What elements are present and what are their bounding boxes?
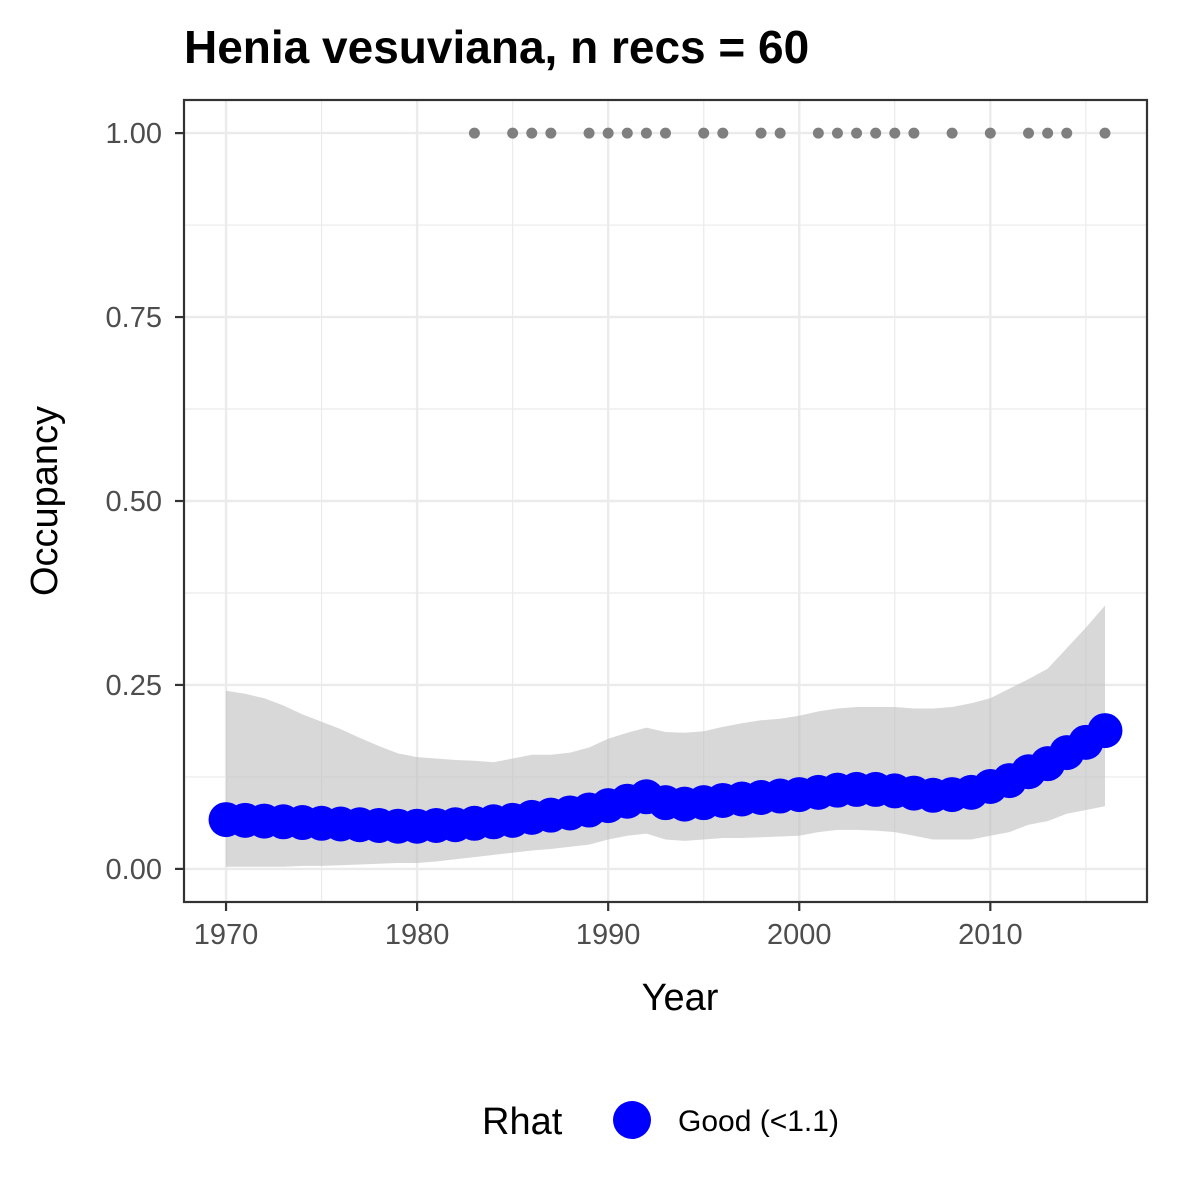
chart-title: Henia vesuviana, n recs = 60 — [184, 21, 809, 73]
record-point — [870, 127, 882, 139]
record-point — [755, 127, 767, 139]
legend-title: Rhat — [482, 1101, 563, 1143]
plot-panel — [182, 98, 1149, 904]
record-point — [851, 127, 863, 139]
x-tick-label: 1980 — [385, 919, 450, 951]
x-tick-label: 2000 — [767, 919, 832, 951]
y-tick-label: 0.75 — [106, 302, 162, 334]
record-point — [1099, 127, 1111, 139]
record-point — [812, 127, 824, 139]
record-point — [545, 127, 557, 139]
record-point — [507, 127, 519, 139]
record-point — [660, 127, 671, 139]
y-axis: 0.00 0.25 0.50 0.75 1.00 — [106, 118, 184, 886]
y-tick-label: 0.25 — [106, 670, 162, 702]
occupancy-points — [208, 713, 1123, 844]
record-point — [717, 127, 729, 139]
record-point — [946, 127, 958, 139]
legend-key-good — [613, 1101, 651, 1139]
y-tick-label: 1.00 — [106, 118, 162, 150]
record-point — [526, 127, 538, 139]
record-point — [984, 127, 996, 139]
record-point — [889, 127, 901, 139]
x-tick-label: 1970 — [194, 919, 259, 951]
record-point — [602, 127, 614, 139]
record-point — [908, 127, 920, 139]
record-point — [1023, 127, 1035, 139]
record-point — [1042, 127, 1054, 139]
record-point — [774, 127, 786, 139]
record-points — [468, 127, 1111, 139]
x-axis-title: Year — [642, 977, 719, 1019]
y-tick-label: 0.00 — [106, 854, 162, 886]
record-point — [468, 127, 480, 139]
y-tick-label: 0.50 — [106, 486, 162, 518]
x-tick-label: 1990 — [576, 919, 641, 951]
y-axis-title: Occupancy — [24, 406, 66, 596]
record-point — [831, 127, 843, 139]
record-point — [640, 127, 652, 139]
x-axis: 1970 1980 1990 2000 2010 — [194, 902, 1023, 951]
occupancy-point — [1087, 713, 1123, 749]
record-point — [698, 127, 710, 139]
legend-label-good: Good (<1.1) — [678, 1105, 839, 1138]
record-point — [583, 127, 595, 139]
legend: Rhat Good (<1.1) — [482, 1101, 839, 1143]
x-tick-label: 2010 — [958, 919, 1023, 951]
record-point — [1061, 127, 1073, 139]
record-point — [621, 127, 633, 139]
